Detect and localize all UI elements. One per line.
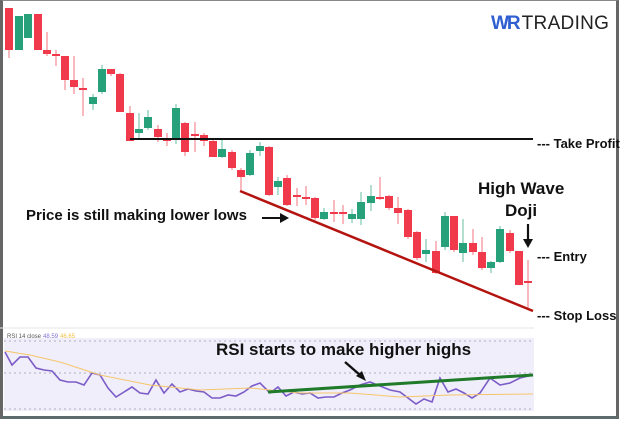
price-trendline [239,189,534,313]
bear-candle [126,113,134,141]
stop-loss-label: --- Stop Loss [537,308,617,323]
logo-wr: WR [491,13,521,34]
rsi-panel-bg [4,338,534,411]
bear-candle [265,147,273,195]
entry-label: --- Entry [537,249,587,264]
bear-candle [61,56,69,80]
bull-candle [422,250,430,254]
bull-candle [459,243,467,253]
bear-candle [339,212,347,214]
high-wave-line2: Doji [504,201,538,220]
rsi-line [4,351,534,405]
bear-candle [394,208,402,213]
bear-candle [432,251,440,273]
bear-candle [154,129,162,137]
bear-candle [469,243,477,252]
bull-candle [367,196,375,203]
bull-candle [172,108,180,140]
bear-candle [228,152,236,168]
bull-candle [89,97,97,104]
bull-candle [441,216,449,247]
bear-candle [450,216,458,250]
bear-candle [293,195,301,197]
bear-candle [385,196,393,208]
bear-candle [302,197,310,199]
bear-candle [52,54,60,56]
bull-candle [496,229,504,262]
bull-candle [320,212,328,219]
bear-candle [330,212,338,214]
bear-candle [376,197,384,199]
bear-candle [116,74,124,112]
bear-candle [404,210,412,237]
rsi-value: 48.59 [43,334,59,340]
rsi-trendline [267,373,534,394]
bear-candle [107,69,115,74]
bear-candle [43,50,51,54]
bear-candle [5,8,13,50]
bull-candle [274,181,282,187]
high-wave-doji-label: High Wave Doji [478,178,564,222]
bull-candle [98,69,106,92]
rsi-legend-label: RSI 14 close [7,334,42,340]
bull-candle [15,16,23,50]
bull-candle [135,129,143,133]
bear-candle [413,232,421,258]
bear-candle [515,251,523,285]
rsi-ma-line [4,350,534,398]
bear-candle [478,252,486,268]
rsi-ma-value: 46.65 [60,334,76,340]
rsi-legend: RSI 14 close 48.59 46.65 [7,334,75,340]
bear-candle [311,198,319,218]
wr-trading-logo: WR TRADING [491,13,609,35]
bear-candle [34,14,42,50]
bull-candle [24,14,32,38]
bear-candle [209,141,217,157]
rsi-arrow-shaft [344,361,361,376]
bear-candle [181,123,189,152]
bull-candle [348,214,356,219]
bull-candle [144,117,152,128]
bull-candle [218,149,226,157]
bull-candle [487,262,495,268]
bull-candle [357,202,365,219]
doji-arrow-icon [523,239,533,248]
bull-candle [246,153,254,175]
logo-text: TRADING [521,13,610,34]
bull-candle [256,146,264,151]
high-wave-line1: High Wave [478,179,565,198]
rsi-higher-highs-label: RSI starts to make higher highs [216,340,472,359]
bear-candle [524,281,532,283]
bear-candle [506,233,514,251]
lower-lows-label: Price is still making lower lows [26,207,247,224]
bear-candle [237,170,245,177]
lower-lows-arrow-icon [280,213,289,223]
rsi-arrow-icon [356,371,366,381]
bear-candle [283,178,291,205]
bear-candle [79,88,87,90]
take-profit-label: --- Take Profit [537,136,620,151]
bear-candle [70,80,78,87]
bear-candle [191,134,199,136]
